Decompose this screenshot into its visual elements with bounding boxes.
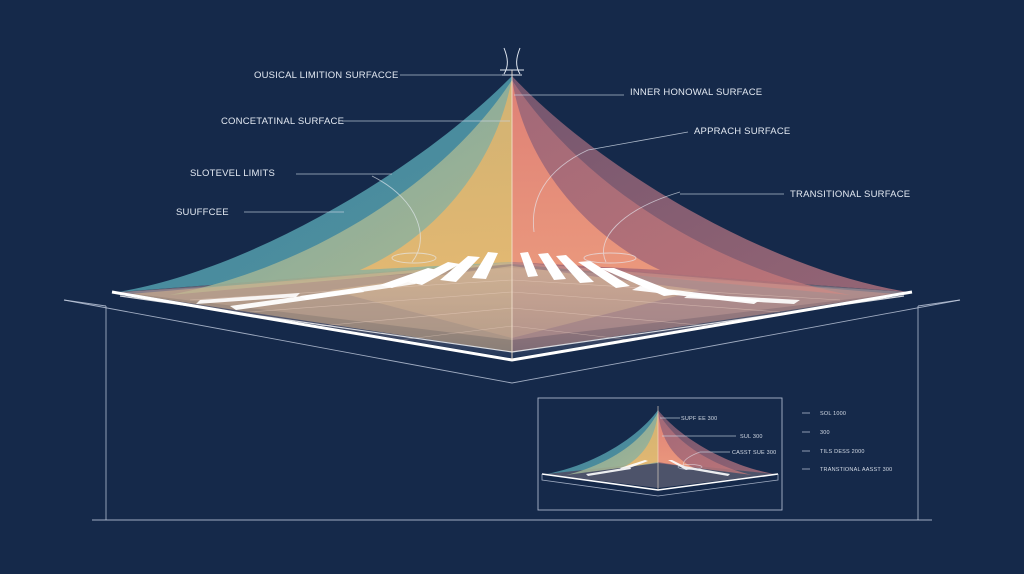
inset-leaders <box>660 412 810 470</box>
leaders-right <box>514 94 784 195</box>
label-inner-horizontal-surface: INNER HONOWAL SURFACE <box>630 87 762 98</box>
arc-guides <box>371 149 681 264</box>
main-diagram: OUSICAL LIMITION SURFACCE CONCETATINAL S… <box>63 47 961 521</box>
inset-frame <box>537 397 783 511</box>
inset-key-3: TILS DESS 2000 <box>820 449 865 455</box>
label-surface: SUUFFCEE <box>176 207 229 218</box>
label-transitional-surface: TRANSITIONAL SURFACE <box>790 189 910 200</box>
label-obstacle-limitation-surface: OUSICAL LIMITION SURFACCE <box>254 70 399 81</box>
label-slope-level-limits: SLOTEVEL LIMITS <box>190 168 275 179</box>
label-conical-surface: CONCETATINAL SURFACE <box>221 116 344 127</box>
runway-markings <box>196 252 800 310</box>
leaders-left <box>244 74 510 213</box>
inset-key-4: TRANSTIONAL AASST 300 <box>820 467 892 473</box>
inset-key-2: 300 <box>820 430 830 436</box>
inset-label-surface: SUPF EE 300 <box>681 416 717 422</box>
inset-label-cast-surface: CASST SUE 300 <box>732 450 776 456</box>
approach-surface-left <box>360 78 512 270</box>
inset-diagram: SUPF EE 300 SUL 300 CASST SUE 300 SOL 10… <box>537 397 892 511</box>
approach-surface-right <box>512 78 660 270</box>
inset-label-sul: SUL 300 <box>740 434 763 440</box>
construction-frame <box>63 299 961 521</box>
label-approach-surface: APPRACH SURFACE <box>694 126 790 137</box>
inset-key-1: SOL 1000 <box>820 411 846 417</box>
